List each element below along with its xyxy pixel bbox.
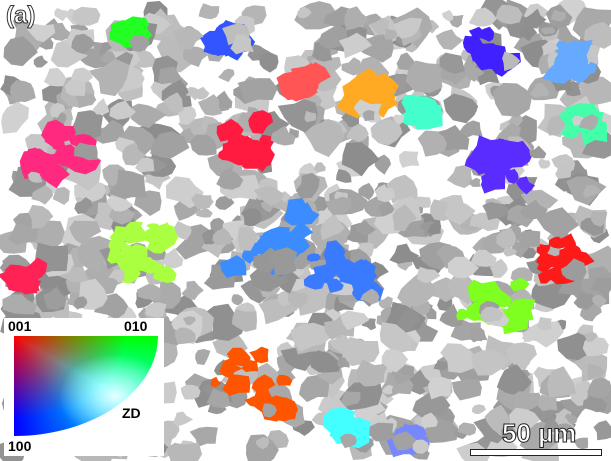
grain [472,404,486,414]
grain [34,55,48,67]
key-corner-label: 100 [8,438,31,454]
grain [436,29,464,50]
grain [166,443,202,461]
grain [199,3,220,19]
grain [442,10,454,22]
grain [447,165,473,188]
grain [44,68,68,87]
grain [557,333,588,361]
grain [232,294,244,305]
grain [593,420,611,440]
grain [218,69,235,83]
scale-bar [470,449,602,456]
grain [428,377,451,400]
grain [452,379,482,401]
grain [259,52,278,72]
key-axis-label: ZD [122,405,141,421]
scale-bar-label: 50 µm [502,418,576,449]
panel-label: (a) [6,2,35,30]
oriented-grain [468,280,491,299]
grain [537,317,552,330]
micrograph-figure: (a) 001 010 100 ZD 50 µm [0,0,611,461]
grain [314,162,326,172]
grain [54,8,69,21]
grain [10,80,36,102]
grain [399,151,420,168]
grain [538,158,550,168]
grain [173,412,193,427]
grain [1,102,29,134]
grain [493,83,532,117]
key-corner-label: 010 [124,318,147,334]
grain [195,349,210,365]
key-corner-label: 001 [8,318,31,334]
